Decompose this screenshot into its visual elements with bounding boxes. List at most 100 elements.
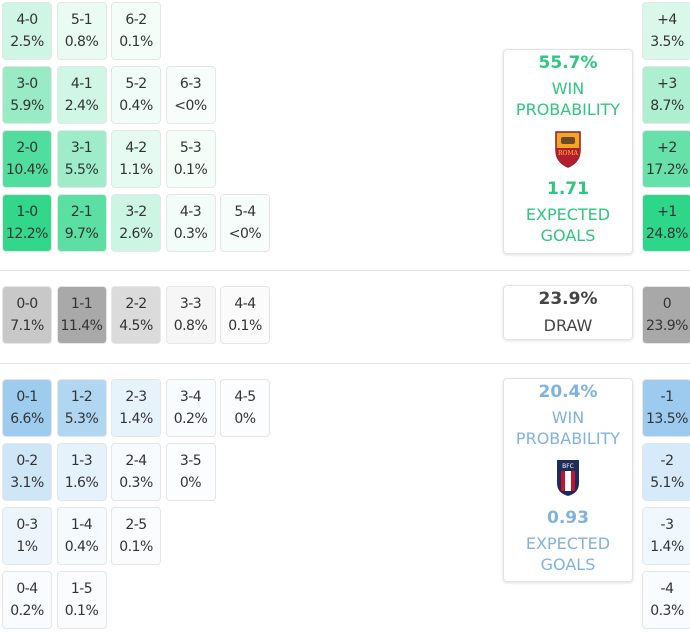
scoreline-cell[interactable]: 1-4 0.4% — [56, 507, 107, 565]
scoreline-cell[interactable]: 2-3 1.4% — [111, 379, 161, 437]
scoreline-cell[interactable]: 3-2 2.6% — [111, 194, 161, 252]
margin-cell[interactable]: -2 5.1% — [642, 443, 690, 501]
cell-label: 3-4 — [179, 389, 202, 405]
scoreline-cell[interactable]: 3-3 0.8% — [165, 286, 216, 344]
scoreline-cell[interactable]: 0-0 7.1% — [2, 286, 52, 344]
cell-probability: 17.2% — [646, 162, 688, 178]
scoreline-cell[interactable]: 2-2 4.5% — [111, 286, 161, 344]
cell-probability: 2.5% — [10, 34, 44, 50]
cell-label: +1 — [657, 204, 677, 220]
scoreline-cell[interactable]: 2-5 0.1% — [111, 507, 161, 565]
cell-label: 4-3 — [179, 204, 202, 220]
cell-probability: 1% — [16, 539, 38, 555]
cell-probability: 1.4% — [650, 539, 684, 555]
cell-label: 3-1 — [70, 140, 93, 156]
scoreline-cell[interactable]: 4-2 1.1% — [111, 130, 161, 188]
scoreline-cell[interactable]: 1-2 5.3% — [56, 379, 107, 437]
cell-label: 3-2 — [125, 204, 147, 220]
cell-label: 0-0 — [16, 296, 38, 312]
cell-probability: 2.6% — [119, 226, 153, 242]
scoreline-cell[interactable]: 2-1 9.7% — [56, 194, 107, 252]
cell-label: 1-5 — [70, 581, 93, 597]
cell-label: 1-2 — [70, 389, 93, 405]
cell-probability: 0.2% — [10, 603, 44, 619]
cell-label: 0-2 — [16, 453, 38, 469]
cell-probability: 1.6% — [64, 475, 99, 491]
margin-cell[interactable]: -4 0.3% — [642, 571, 690, 629]
draw-summary-panel: 23.9% DRAW — [503, 285, 633, 340]
cell-label: +4 — [657, 12, 677, 28]
margin-cell[interactable]: 0 23.9% — [642, 286, 690, 344]
scoreline-cell[interactable]: 1-3 1.6% — [56, 443, 107, 501]
scoreline-cell[interactable]: 4-4 0.1% — [220, 286, 270, 344]
away-expected-goals: 0.93 — [547, 508, 589, 528]
scoreline-cell[interactable]: 5-3 0.1% — [165, 130, 216, 188]
cell-probability: 11.4% — [60, 318, 103, 334]
margin-cell[interactable]: +1 24.8% — [642, 194, 690, 252]
cell-label: -1 — [660, 389, 674, 405]
margin-cell[interactable]: +3 8.7% — [642, 66, 690, 124]
cell-label: 0-1 — [16, 389, 38, 405]
cell-label: -2 — [660, 453, 674, 469]
margin-cell[interactable]: +4 3.5% — [642, 2, 690, 60]
scoreline-cell[interactable]: 5-2 0.4% — [111, 66, 161, 124]
draw-probability: 23.9% — [538, 289, 598, 309]
home-win-label: WIN PROBABILITY — [515, 79, 621, 119]
scoreline-cell[interactable]: 5-4 <0% — [220, 194, 270, 252]
scoreline-cell[interactable]: 5-1 0.8% — [56, 2, 107, 60]
cell-label: 2-2 — [125, 296, 147, 312]
margin-cell[interactable]: -3 1.4% — [642, 507, 690, 565]
scoreline-cell[interactable]: 3-0 5.9% — [2, 66, 52, 124]
scoreline-cell[interactable]: 0-4 0.2% — [2, 571, 52, 629]
bologna-crest-icon: BFC — [557, 460, 579, 496]
scoreline-cell[interactable]: 0-1 6.6% — [2, 379, 52, 437]
cell-probability: 0.1% — [119, 539, 153, 555]
cell-probability: 6.6% — [10, 411, 44, 427]
cell-label: 4-0 — [16, 12, 38, 28]
cell-probability: 0.4% — [64, 539, 99, 555]
scoreline-cell[interactable]: 3-4 0.2% — [165, 379, 216, 437]
cell-probability: 7.1% — [10, 318, 44, 334]
draw-label: DRAW — [543, 316, 593, 335]
cell-label: 1-0 — [16, 204, 38, 220]
scoreline-cell[interactable]: 1-1 11.4% — [56, 286, 107, 344]
cell-label: 2-1 — [70, 204, 93, 220]
divider — [0, 363, 690, 364]
home-xg-label: EXPECTED GOALS — [525, 205, 611, 245]
scoreline-cell[interactable]: 1-0 12.2% — [2, 194, 52, 252]
cell-probability: 0% — [179, 475, 202, 491]
scoreline-cell[interactable]: 3-5 0% — [165, 443, 216, 501]
cell-label: +2 — [657, 140, 677, 156]
scoreline-cell[interactable]: 4-0 2.5% — [2, 2, 52, 60]
scoreline-cell[interactable]: 4-1 2.4% — [56, 66, 107, 124]
cell-label: 0-3 — [16, 517, 38, 533]
home-win-probability: 55.7% — [538, 53, 598, 73]
cell-label: 2-0 — [16, 140, 38, 156]
margin-cell[interactable]: -1 13.5% — [642, 379, 690, 437]
scoreline-cell[interactable]: 4-3 0.3% — [165, 194, 216, 252]
away-summary-panel: 20.4% WIN PROBABILITY BFC 0.93 EXPECTED … — [503, 378, 633, 582]
cell-probability: 24.8% — [646, 226, 688, 242]
cell-probability: 5.1% — [650, 475, 684, 491]
scoreline-cell[interactable]: 2-4 0.3% — [111, 443, 161, 501]
scoreline-cell[interactable]: 1-5 0.1% — [56, 571, 107, 629]
cell-probability: 1.4% — [119, 411, 153, 427]
scoreline-cell[interactable]: 2-0 10.4% — [2, 130, 52, 188]
cell-label: 1-4 — [70, 517, 93, 533]
cell-label: 5-4 — [234, 204, 256, 220]
cell-probability: 0.8% — [173, 318, 208, 334]
cell-probability: 5.3% — [64, 411, 99, 427]
scoreline-cell[interactable]: 0-3 1% — [2, 507, 52, 565]
scoreline-cell[interactable]: 6-2 0.1% — [111, 2, 161, 60]
scoreline-cell[interactable]: 4-5 0% — [220, 379, 270, 437]
scoreline-cell[interactable]: 0-2 3.1% — [2, 443, 52, 501]
scoreline-cell[interactable]: 6-3 <0% — [165, 66, 216, 124]
away-win-label: WIN PROBABILITY — [515, 408, 621, 448]
scoreline-cell[interactable]: 3-1 5.5% — [56, 130, 107, 188]
margin-cell[interactable]: +2 17.2% — [642, 130, 690, 188]
cell-label: 3-0 — [16, 76, 38, 92]
cell-label: 6-2 — [125, 12, 147, 28]
cell-probability: 3.5% — [650, 34, 684, 50]
cell-label: 2-4 — [125, 453, 147, 469]
cell-probability: 0.1% — [173, 162, 208, 178]
